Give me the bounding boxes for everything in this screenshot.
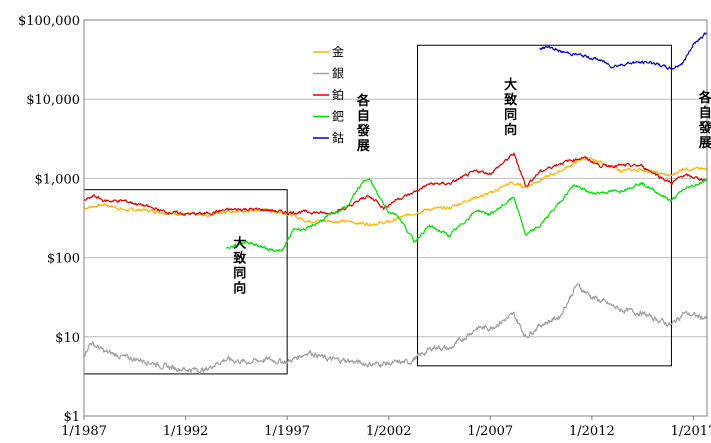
y-tick-label: $1,000 [35,172,81,187]
annotation-label: 各自發展 [698,90,711,151]
annotation-label: 各自發展 [356,93,371,154]
legend-label: 金 [332,44,344,59]
y-tick-label: $1 [63,410,80,425]
legend-label: 鈀 [332,110,344,124]
y-tick-label: $100,000 [18,14,80,29]
x-tick-label: 1/2007 [467,424,513,439]
series-line [83,152,708,216]
y-tick-label: $10,000 [26,93,80,108]
boxes [83,44,672,375]
grid [84,19,707,417]
y-tick-label: $100 [47,252,80,267]
annotation-box [83,189,288,375]
legend-label: 鈷 [332,130,344,145]
series-lines [83,32,708,375]
series-line [539,32,708,71]
annotation-label: 大致同向 [233,235,247,296]
x-tick-label: 1/1997 [264,424,310,439]
series-line [83,283,708,375]
y-tick-label: $10 [55,331,80,346]
legend-label: 銀 [332,67,344,81]
x-tick-label: 1/2017 [671,424,711,439]
legend-label: 鉑 [332,87,344,102]
annotation-label: 大致同向 [504,77,518,138]
plot-area-border [83,19,708,417]
annotation-box [417,44,672,367]
series-line [226,178,708,253]
axes: $1 $10 $100 $1,000 $10,000 $100,000 1/1987 1/19… [18,14,711,439]
x-tick-label: 1/1992 [163,424,209,439]
x-tick-label: 1/1987 [61,424,107,439]
x-tick-label: 1/2012 [569,424,615,439]
x-tick-label: 1/2002 [366,424,412,439]
